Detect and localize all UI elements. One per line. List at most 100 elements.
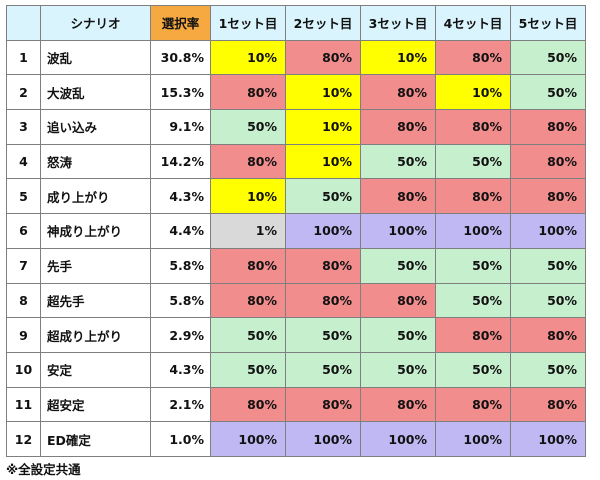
footnote: ※全設定共通: [6, 462, 81, 477]
row-number: 4: [6, 143, 41, 180]
set-5-value: 80%: [510, 317, 586, 353]
selection-rate: 9.1%: [150, 109, 211, 145]
set-3-value: 100%: [360, 421, 436, 457]
set-3-value: 80%: [360, 178, 436, 215]
selection-rate: 15.3%: [150, 74, 211, 111]
scenario-name: 神成り上がり: [40, 213, 151, 249]
set-2-value: 80%: [285, 247, 361, 284]
table-row: 5 成り上がり 4.3% 10% 50% 80% 80% 80%: [6, 178, 586, 215]
scenario-name: 成り上がり: [40, 178, 151, 215]
selection-rate: 2.1%: [150, 386, 211, 423]
row-number: 10: [6, 351, 41, 388]
set-2-value: 10%: [285, 74, 361, 111]
header-scenario: シナリオ: [40, 5, 151, 41]
set-3-value: 80%: [360, 386, 436, 423]
scenario-name: 怒涛: [40, 143, 151, 180]
scenario-name: 波乱: [40, 39, 151, 76]
set-3-value: 50%: [360, 317, 436, 353]
selection-rate: 4.3%: [150, 351, 211, 388]
set-2-value: 50%: [285, 317, 361, 353]
selection-rate: 4.3%: [150, 178, 211, 215]
set-1-value: 10%: [210, 39, 286, 76]
set-3-value: 80%: [360, 282, 436, 319]
set-1-value: 1%: [210, 213, 286, 249]
row-number: 9: [6, 317, 41, 353]
row-number: 8: [6, 282, 41, 319]
set-5-value: 100%: [510, 421, 586, 457]
scenario-table: シナリオ 選択率 1セット目 2セット目 3セット目 4セット目 5セット目 1…: [6, 5, 586, 457]
set-3-value: 10%: [360, 39, 436, 76]
set-5-value: 80%: [510, 109, 586, 145]
set-1-value: 10%: [210, 178, 286, 215]
row-number: 3: [6, 109, 41, 145]
selection-rate: 5.8%: [150, 247, 211, 284]
header-set-5: 5セット目: [510, 5, 586, 41]
set-2-value: 80%: [285, 39, 361, 76]
scenario-name: 安定: [40, 351, 151, 388]
set-3-value: 50%: [360, 143, 436, 180]
set-1-value: 50%: [210, 317, 286, 353]
table-row: 6 神成り上がり 4.4% 1% 100% 100% 100% 100%: [6, 213, 586, 249]
set-2-value: 100%: [285, 213, 361, 249]
header-set-1: 1セット目: [210, 5, 286, 41]
table-body: 1 波乱 30.8% 10% 80% 10% 80% 50% 2 大波乱 15.3% 80% 10% 80…: [6, 39, 586, 457]
table-row: 3 追い込み 9.1% 50% 10% 80% 80% 80%: [6, 109, 586, 145]
scenario-name: 先手: [40, 247, 151, 284]
set-1-value: 80%: [210, 282, 286, 319]
selection-rate: 1.0%: [150, 421, 211, 457]
set-4-value: 50%: [435, 247, 511, 284]
set-2-value: 10%: [285, 109, 361, 145]
set-4-value: 80%: [435, 109, 511, 145]
row-number: 6: [6, 213, 41, 249]
set-2-value: 50%: [285, 178, 361, 215]
row-number: 5: [6, 178, 41, 215]
set-3-value: 50%: [360, 351, 436, 388]
scenario-name: 超先手: [40, 282, 151, 319]
set-2-value: 80%: [285, 386, 361, 423]
selection-rate: 2.9%: [150, 317, 211, 353]
table-row: 1 波乱 30.8% 10% 80% 10% 80% 50%: [6, 39, 586, 76]
set-4-value: 80%: [435, 317, 511, 353]
scenario-name: 超成り上がり: [40, 317, 151, 353]
header-selection-rate: 選択率: [150, 5, 211, 41]
row-number: 2: [6, 74, 41, 111]
header-number: [6, 5, 41, 41]
set-3-value: 50%: [360, 247, 436, 284]
table-row: 12 ED確定 1.0% 100% 100% 100% 100% 100%: [6, 421, 586, 457]
selection-rate: 4.4%: [150, 213, 211, 249]
table-row: 9 超成り上がり 2.9% 50% 50% 50% 80% 80%: [6, 317, 586, 353]
set-2-value: 80%: [285, 282, 361, 319]
set-1-value: 80%: [210, 74, 286, 111]
scenario-name: 追い込み: [40, 109, 151, 145]
set-5-value: 50%: [510, 282, 586, 319]
header-set-2: 2セット目: [285, 5, 361, 41]
set-4-value: 80%: [435, 39, 511, 76]
row-number: 1: [6, 39, 41, 76]
row-number: 11: [6, 386, 41, 423]
scenario-name: ED確定: [40, 421, 151, 457]
set-4-value: 100%: [435, 213, 511, 249]
set-2-value: 100%: [285, 421, 361, 457]
set-5-value: 50%: [510, 247, 586, 284]
set-3-value: 100%: [360, 213, 436, 249]
set-4-value: 50%: [435, 143, 511, 180]
set-5-value: 50%: [510, 351, 586, 388]
set-1-value: 50%: [210, 351, 286, 388]
set-4-value: 100%: [435, 421, 511, 457]
set-2-value: 10%: [285, 143, 361, 180]
scenario-table-container: シナリオ 選択率 1セット目 2セット目 3セット目 4セット目 5セット目 1…: [6, 5, 586, 457]
selection-rate: 14.2%: [150, 143, 211, 180]
set-1-value: 80%: [210, 247, 286, 284]
selection-rate: 5.8%: [150, 282, 211, 319]
set-4-value: 80%: [435, 178, 511, 215]
set-1-value: 80%: [210, 386, 286, 423]
set-5-value: 80%: [510, 386, 586, 423]
scenario-name: 大波乱: [40, 74, 151, 111]
set-5-value: 80%: [510, 143, 586, 180]
set-1-value: 80%: [210, 143, 286, 180]
table-row: 11 超安定 2.1% 80% 80% 80% 80% 80%: [6, 386, 586, 423]
set-5-value: 80%: [510, 178, 586, 215]
header-row: シナリオ 選択率 1セット目 2セット目 3セット目 4セット目 5セット目: [6, 5, 586, 41]
selection-rate: 30.8%: [150, 39, 211, 76]
set-5-value: 50%: [510, 39, 586, 76]
